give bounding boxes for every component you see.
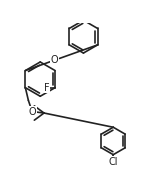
- Text: O: O: [28, 107, 36, 117]
- Text: O: O: [51, 55, 58, 65]
- Text: Cl: Cl: [108, 157, 118, 167]
- Text: F: F: [44, 83, 50, 93]
